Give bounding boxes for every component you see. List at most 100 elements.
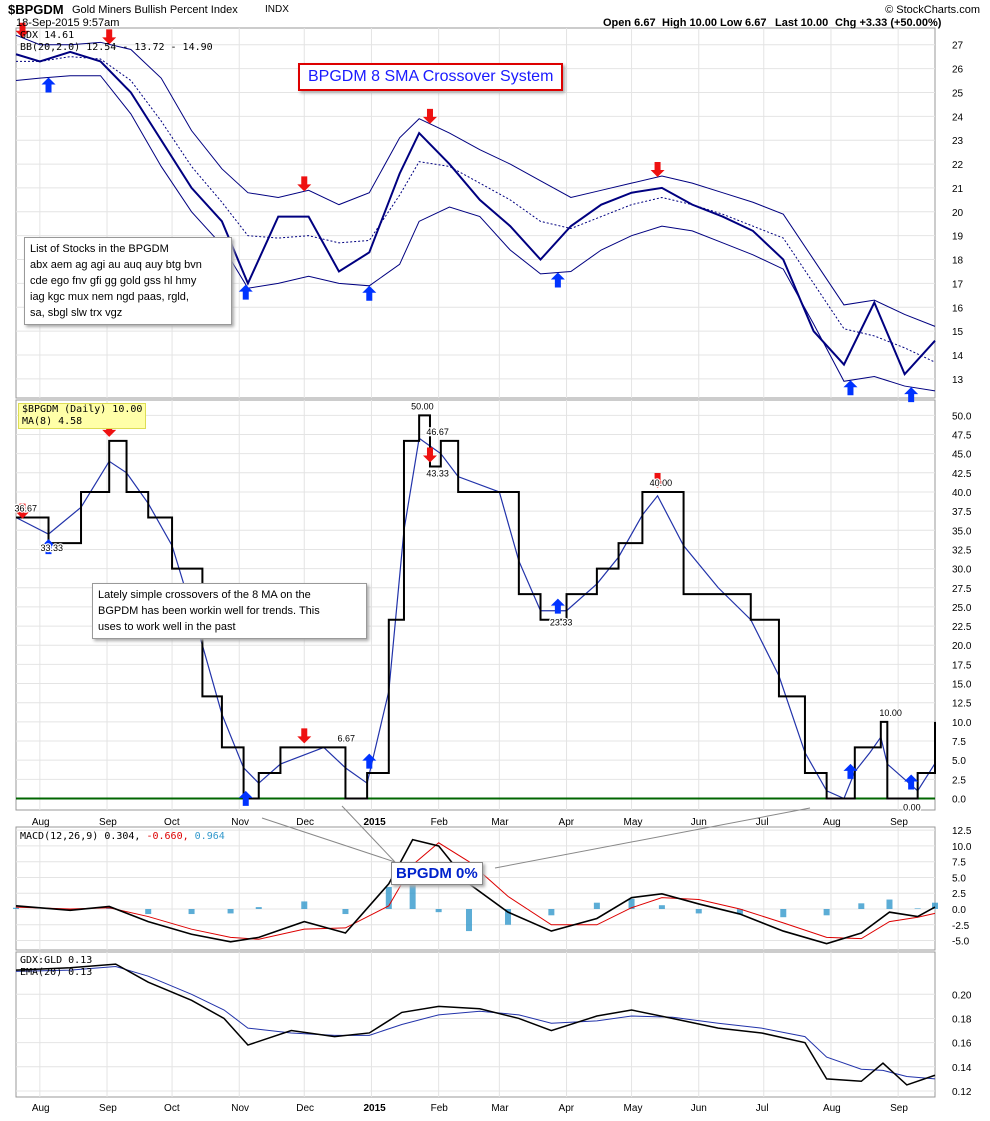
bpi-legend-1: $BPGDM (Daily) 10.00 xyxy=(22,404,143,415)
x-tick-label: Nov xyxy=(231,817,249,828)
price-legend-2: BB(20,2.0) 12.54 - 13.72 - 14.90 xyxy=(20,42,213,53)
x-tick-label: Apr xyxy=(559,1103,575,1114)
buy-arrow-bpi xyxy=(362,753,377,769)
y-tick-label-1-9: 22.5 xyxy=(952,622,972,633)
panel-frame-3 xyxy=(15,951,936,1098)
x-tick-label: Feb xyxy=(431,817,449,828)
y-tick-label-1-3: 7.5 xyxy=(952,737,966,748)
x-tick-label: Aug xyxy=(32,1103,50,1114)
y-tick-label-0-8: 21 xyxy=(952,184,964,195)
sell-arrow-bpi xyxy=(650,472,665,488)
ratio-line xyxy=(15,963,936,1086)
buy-arrow-bpi xyxy=(238,790,253,806)
y-tick-label-1-19: 47.5 xyxy=(952,430,972,441)
y-tick-label-1-16: 40.0 xyxy=(952,488,972,499)
macd-hist-bar xyxy=(255,907,262,909)
sell-arrow-price xyxy=(650,162,665,178)
callout-line xyxy=(341,805,396,863)
zero-label-box: BPGDM 0% xyxy=(391,862,483,885)
x-tick-label: 2015 xyxy=(363,1103,386,1114)
macd-hist-bar xyxy=(465,909,472,932)
buy-arrow-bpi xyxy=(41,539,56,555)
x-tick-label: May xyxy=(624,1103,643,1114)
y-tick-label-1-7: 17.5 xyxy=(952,660,972,671)
y-tick-label-0-3: 16 xyxy=(952,303,964,314)
bpgdm-point-label: 33.33 xyxy=(41,543,64,553)
x-tick-label: Jun xyxy=(691,817,707,828)
y-tick-label-2-2: 0.0 xyxy=(952,905,966,916)
macd-hist-bar xyxy=(823,909,830,916)
y-tick-label-1-0: 0.0 xyxy=(952,795,966,806)
bpgdm-point-label: 43.33 xyxy=(426,468,449,478)
y-tick-label-1-14: 35.0 xyxy=(952,526,972,537)
sell-arrow-price xyxy=(15,22,30,38)
y-tick-label-1-1: 2.5 xyxy=(952,775,966,786)
macd-hist-bar xyxy=(932,902,938,909)
last-value: Last 10.00 xyxy=(775,17,829,29)
buy-arrow-price xyxy=(362,285,377,301)
index-name: Gold Miners Bullish Percent Index xyxy=(72,4,238,16)
macd-hist-bar xyxy=(342,909,349,915)
open-value: Open 6.67 xyxy=(603,17,656,29)
y-tick-label-0-2: 15 xyxy=(952,327,964,338)
macd-hist-bar xyxy=(106,907,113,909)
symbol-label: $BPGDM xyxy=(8,2,64,17)
x-tick-label: 2015 xyxy=(363,817,386,828)
y-tick-label-0-9: 22 xyxy=(952,160,964,171)
y-tick-label-0-0: 13 xyxy=(952,375,964,386)
callout-line xyxy=(261,817,396,863)
y-tick-label-1-8: 20.0 xyxy=(952,641,972,652)
y-tick-label-1-20: 50.0 xyxy=(952,411,972,422)
bpgdm-point-label: 6.67 xyxy=(337,733,355,743)
y-tick-label-0-1: 14 xyxy=(952,351,964,362)
bpi-legend-box: $BPGDM (Daily) 10.00 MA(8) 4.58 xyxy=(18,403,147,429)
x-tick-label: Jun xyxy=(691,1103,707,1114)
macd-hist-bar xyxy=(593,902,600,909)
y-tick-label-2-3: 2.5 xyxy=(952,889,966,900)
buy-arrow-price xyxy=(41,77,56,93)
y-tick-label-3-1: 0.14 xyxy=(952,1063,972,1074)
change-value: Chg +3.33 (+50.00%) xyxy=(835,17,942,29)
y-tick-label-2-4: 5.0 xyxy=(952,873,966,884)
y-tick-label-1-13: 32.5 xyxy=(952,545,972,556)
y-tick-label-1-11: 27.5 xyxy=(952,584,972,595)
macd-hist-bar xyxy=(188,909,195,915)
buy-arrow-price xyxy=(904,387,919,403)
crossover-note: Lately simple crossovers of the 8 MA on … xyxy=(92,583,367,639)
macd-hist-bar xyxy=(505,909,512,925)
y-tick-label-2-6: 10.0 xyxy=(952,842,972,853)
macd-hist-bar xyxy=(13,907,19,909)
buy-arrow-price xyxy=(843,380,858,396)
watermark-label: © StockCharts.com xyxy=(885,4,980,16)
sell-arrow-bpi xyxy=(15,503,30,519)
bpgdm-point-label: 36.67 xyxy=(15,503,38,513)
buy-arrow-bpi xyxy=(550,598,565,614)
macd-legend-signal: -0.660, xyxy=(146,831,189,842)
macd-legend-label: MACD(12,26,9) xyxy=(20,831,99,842)
sell-arrow-price xyxy=(422,108,437,124)
high-value: High 10.00 xyxy=(662,17,718,29)
y-tick-label-0-10: 23 xyxy=(952,136,964,147)
x-tick-label: Aug xyxy=(32,817,50,828)
bpi-legend-2: MA(8) 4.58 xyxy=(22,416,83,427)
y-tick-label-3-0: 0.12 xyxy=(952,1087,972,1098)
x-tick-label: Aug xyxy=(823,817,841,828)
y-tick-label-2-0: -5.0 xyxy=(952,937,970,948)
y-tick-label-0-7: 20 xyxy=(952,208,964,219)
x-tick-label: Mar xyxy=(491,1103,509,1114)
bpgdm-point-label: 10.00 xyxy=(879,708,902,718)
macd-hist-bar xyxy=(435,909,442,913)
macd-hist-bar xyxy=(858,903,865,909)
x-tick-label: Dec xyxy=(296,817,314,828)
y-tick-label-2-7: 12.5 xyxy=(952,826,972,837)
price-line xyxy=(15,50,936,376)
sell-arrow-price xyxy=(102,29,117,45)
macd-hist-bar xyxy=(409,883,416,909)
x-tick-label: Apr xyxy=(559,817,575,828)
y-tick-label-1-4: 10.0 xyxy=(952,718,972,729)
macd-legend-value: 0.304, xyxy=(104,831,141,842)
macd-hist-bar xyxy=(886,899,893,909)
y-tick-label-0-6: 19 xyxy=(952,232,964,243)
date-label: 18-Sep-2015 9:57am xyxy=(16,17,120,29)
